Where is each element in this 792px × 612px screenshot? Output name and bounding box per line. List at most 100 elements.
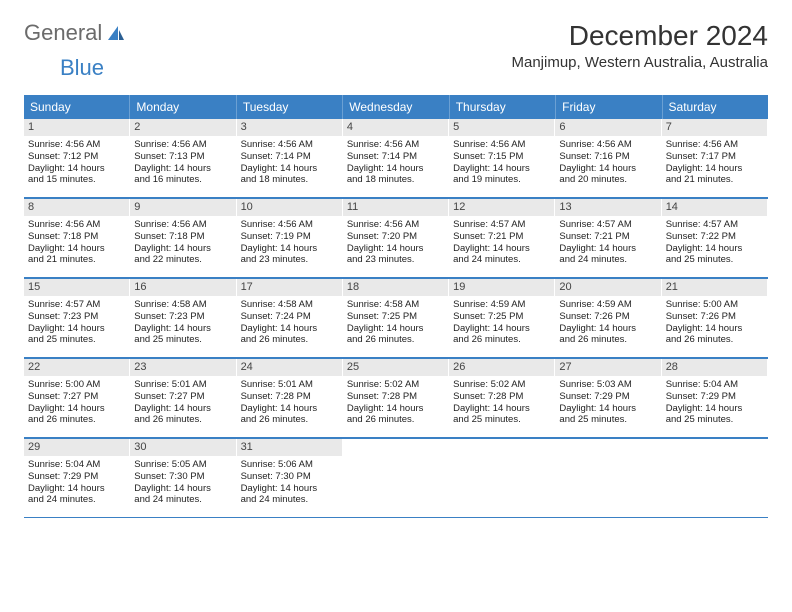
week-row: 22Sunrise: 5:00 AMSunset: 7:27 PMDayligh…: [24, 358, 768, 438]
week-row: 8Sunrise: 4:56 AMSunset: 7:18 PMDaylight…: [24, 198, 768, 278]
daylight-text-2: and 25 minutes.: [666, 254, 763, 266]
sunset-text: Sunset: 7:29 PM: [559, 391, 656, 403]
daylight-text-2: and 26 minutes.: [28, 414, 125, 426]
day-cell: 28Sunrise: 5:04 AMSunset: 7:29 PMDayligh…: [662, 359, 768, 437]
daylight-text-2: and 24 minutes.: [241, 494, 338, 506]
sunset-text: Sunset: 7:18 PM: [134, 231, 231, 243]
day-number: 5: [449, 119, 554, 136]
daylight-text-1: Daylight: 14 hours: [666, 243, 763, 255]
sunset-text: Sunset: 7:20 PM: [347, 231, 444, 243]
day-number: 30: [130, 439, 235, 456]
daylight-text-1: Daylight: 14 hours: [453, 403, 550, 415]
day-cell: 24Sunrise: 5:01 AMSunset: 7:28 PMDayligh…: [237, 359, 343, 437]
sunrise-text: Sunrise: 4:57 AM: [453, 219, 550, 231]
sunrise-text: Sunrise: 4:56 AM: [347, 219, 444, 231]
day-number: 8: [24, 199, 129, 216]
day-cell: 27Sunrise: 5:03 AMSunset: 7:29 PMDayligh…: [555, 359, 661, 437]
sunset-text: Sunset: 7:28 PM: [241, 391, 338, 403]
sunset-text: Sunset: 7:23 PM: [134, 311, 231, 323]
day-number: 15: [24, 279, 129, 296]
daylight-text-1: Daylight: 14 hours: [347, 323, 444, 335]
day-cell: 10Sunrise: 4:56 AMSunset: 7:19 PMDayligh…: [237, 199, 343, 277]
daylight-text-1: Daylight: 14 hours: [559, 163, 656, 175]
day-cell: 3Sunrise: 4:56 AMSunset: 7:14 PMDaylight…: [237, 119, 343, 197]
daylight-text-2: and 26 minutes.: [453, 334, 550, 346]
sunset-text: Sunset: 7:26 PM: [559, 311, 656, 323]
sunrise-text: Sunrise: 4:56 AM: [666, 139, 763, 151]
sunset-text: Sunset: 7:29 PM: [666, 391, 763, 403]
sunset-text: Sunset: 7:18 PM: [28, 231, 125, 243]
sunrise-text: Sunrise: 4:56 AM: [28, 139, 125, 151]
sunset-text: Sunset: 7:14 PM: [347, 151, 444, 163]
day-number: 29: [24, 439, 129, 456]
day-number: 17: [237, 279, 342, 296]
sunset-text: Sunset: 7:15 PM: [453, 151, 550, 163]
dayname-monday: Monday: [130, 95, 236, 119]
day-cell: 8Sunrise: 4:56 AMSunset: 7:18 PMDaylight…: [24, 199, 130, 277]
sunset-text: Sunset: 7:22 PM: [666, 231, 763, 243]
daylight-text-1: Daylight: 14 hours: [347, 163, 444, 175]
day-cell: .: [343, 439, 449, 517]
sunset-text: Sunset: 7:27 PM: [28, 391, 125, 403]
day-cell: 14Sunrise: 4:57 AMSunset: 7:22 PMDayligh…: [662, 199, 768, 277]
day-number: 18: [343, 279, 448, 296]
dayname-wednesday: Wednesday: [343, 95, 449, 119]
daylight-text-1: Daylight: 14 hours: [28, 163, 125, 175]
sunrise-text: Sunrise: 4:58 AM: [347, 299, 444, 311]
calendar: Sunday Monday Tuesday Wednesday Thursday…: [24, 95, 768, 518]
sunrise-text: Sunrise: 4:56 AM: [241, 219, 338, 231]
daylight-text-1: Daylight: 14 hours: [453, 163, 550, 175]
daylight-text-2: and 18 minutes.: [347, 174, 444, 186]
sunrise-text: Sunrise: 4:56 AM: [347, 139, 444, 151]
day-cell: 11Sunrise: 4:56 AMSunset: 7:20 PMDayligh…: [343, 199, 449, 277]
sunset-text: Sunset: 7:24 PM: [241, 311, 338, 323]
dayname-saturday: Saturday: [663, 95, 768, 119]
daylight-text-2: and 24 minutes.: [559, 254, 656, 266]
daylight-text-1: Daylight: 14 hours: [28, 403, 125, 415]
sunrise-text: Sunrise: 4:57 AM: [559, 219, 656, 231]
day-number: 12: [449, 199, 554, 216]
daylight-text-1: Daylight: 14 hours: [666, 403, 763, 415]
sunrise-text: Sunrise: 4:56 AM: [134, 219, 231, 231]
daylight-text-1: Daylight: 14 hours: [28, 483, 125, 495]
sunrise-text: Sunrise: 4:56 AM: [559, 139, 656, 151]
day-number: 11: [343, 199, 448, 216]
day-cell: 22Sunrise: 5:00 AMSunset: 7:27 PMDayligh…: [24, 359, 130, 437]
day-cell: 4 Sunrise: 4:56 AMSunset: 7:14 PMDaylight…: [343, 119, 449, 197]
week-row: 29Sunrise: 5:04 AMSunset: 7:29 PMDayligh…: [24, 438, 768, 518]
day-cell: 17Sunrise: 4:58 AMSunset: 7:24 PMDayligh…: [237, 279, 343, 357]
daylight-text-1: Daylight: 14 hours: [134, 163, 231, 175]
day-number: 9: [130, 199, 235, 216]
daylight-text-2: and 22 minutes.: [134, 254, 231, 266]
day-cell: 30Sunrise: 5:05 AMSunset: 7:30 PMDayligh…: [130, 439, 236, 517]
daylight-text-2: and 25 minutes.: [134, 334, 231, 346]
day-cell: 23Sunrise: 5:01 AMSunset: 7:27 PMDayligh…: [130, 359, 236, 437]
sunrise-text: Sunrise: 5:04 AM: [666, 379, 763, 391]
daylight-text-2: and 23 minutes.: [347, 254, 444, 266]
day-number: 10: [237, 199, 342, 216]
day-cell: 1Sunrise: 4:56 AMSunset: 7:12 PMDaylight…: [24, 119, 130, 197]
daylight-text-2: and 20 minutes.: [559, 174, 656, 186]
day-number: 4: [343, 119, 448, 136]
daylight-text-1: Daylight: 14 hours: [241, 483, 338, 495]
day-number: 21: [662, 279, 767, 296]
day-number: 24: [237, 359, 342, 376]
sunset-text: Sunset: 7:27 PM: [134, 391, 231, 403]
sunset-text: Sunset: 7:25 PM: [453, 311, 550, 323]
daylight-text-1: Daylight: 14 hours: [559, 403, 656, 415]
day-number: 14: [662, 199, 767, 216]
daylight-text-1: Daylight: 14 hours: [559, 243, 656, 255]
daylight-text-2: and 25 minutes.: [453, 414, 550, 426]
daylight-text-2: and 25 minutes.: [559, 414, 656, 426]
sunset-text: Sunset: 7:23 PM: [28, 311, 125, 323]
sunrise-text: Sunrise: 4:57 AM: [28, 299, 125, 311]
day-cell: 9Sunrise: 4:56 AMSunset: 7:18 PMDaylight…: [130, 199, 236, 277]
daylight-text-2: and 26 minutes.: [134, 414, 231, 426]
day-number: 19: [449, 279, 554, 296]
sunrise-text: Sunrise: 4:56 AM: [453, 139, 550, 151]
sunrise-text: Sunrise: 5:00 AM: [666, 299, 763, 311]
sunset-text: Sunset: 7:19 PM: [241, 231, 338, 243]
dayname-tuesday: Tuesday: [237, 95, 343, 119]
daylight-text-2: and 21 minutes.: [666, 174, 763, 186]
dayname-sunday: Sunday: [24, 95, 130, 119]
